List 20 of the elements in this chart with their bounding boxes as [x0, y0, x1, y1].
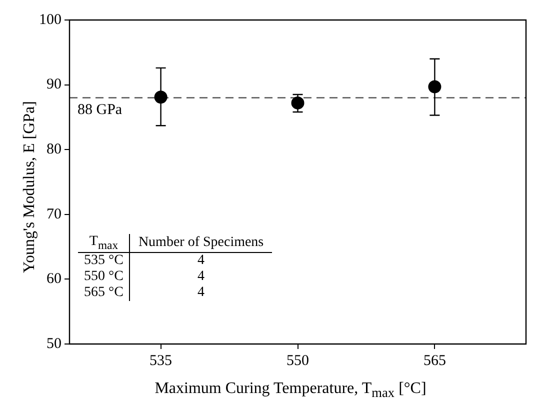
y-tick-label: 60 [46, 271, 62, 288]
annotation: 565 °C [78, 284, 130, 301]
x-axis-title: Maximum Curing Temperature, T$_{max}$ [°C] [154, 380, 428, 402]
y-tick-label: 70 [46, 206, 62, 222]
x-tick-label: 535 [150, 352, 172, 369]
annotation: 550 °C [78, 268, 130, 285]
y-axis-title: Young's Modulus, E [GPa] [21, 100, 39, 275]
x-tick-label: 550 [286, 352, 309, 369]
annotation: Number of Specimens [130, 234, 272, 252]
annotation: 4 [196, 268, 206, 285]
x-tick-label: 565 [423, 352, 446, 369]
y-tick-label: 90 [46, 76, 62, 93]
y-tick-label: 80 [46, 142, 62, 158]
annotation: 4 [196, 284, 206, 301]
annotation: 4 [196, 252, 206, 269]
y-tick-label: 50 [46, 336, 62, 352]
y-tick-label: 100 [39, 12, 62, 28]
annotation: T$_{max}$ [78, 234, 130, 252]
ref-line-label: 88 GPa [78, 102, 122, 118]
annotation: 535 °C [78, 252, 130, 269]
